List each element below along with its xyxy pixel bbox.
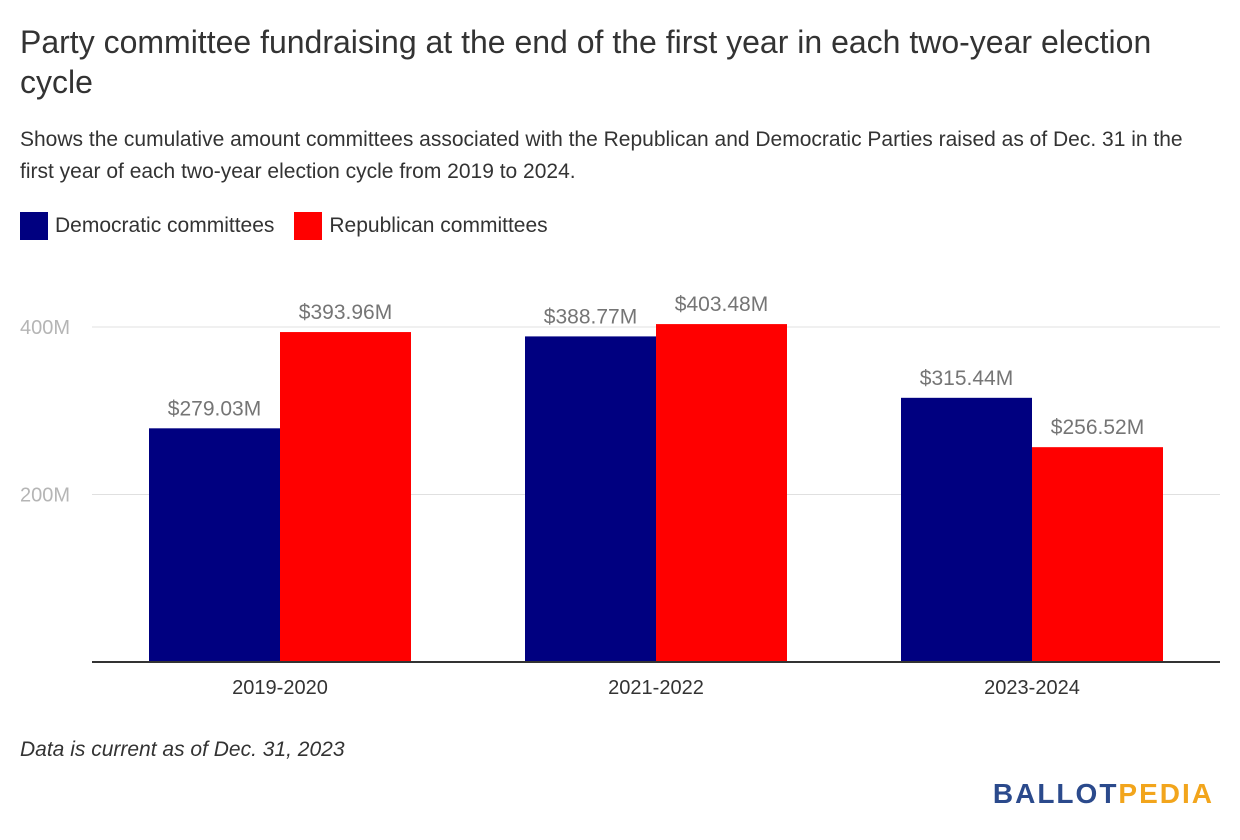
bar-republican <box>656 324 787 662</box>
bar-democratic <box>525 336 656 662</box>
legend: Democratic committees Republican committ… <box>20 212 568 240</box>
data-label: $315.44M <box>920 367 1013 390</box>
legend-swatch-republican <box>294 212 323 240</box>
legend-item-republican: Republican committees <box>294 212 548 240</box>
logo-part2: PEDIA <box>1118 778 1214 809</box>
x-tick-label: 2023-2024 <box>984 677 1080 699</box>
bar-republican <box>1032 447 1163 662</box>
chart-subtitle: Shows the cumulative amount committees a… <box>20 128 1183 183</box>
legend-item-democratic: Democratic committees <box>20 212 274 240</box>
logo-part1: BALLOT <box>992 778 1119 809</box>
ballotpedia-logo: BALLOTPEDIA <box>993 778 1214 810</box>
x-tick-label: 2019-2020 <box>232 677 328 699</box>
bar-democratic <box>149 428 280 662</box>
data-label: $403.48M <box>675 293 768 316</box>
data-label: $393.96M <box>299 301 392 324</box>
bar-democratic <box>901 397 1032 662</box>
x-tick-label: 2021-2022 <box>608 677 704 699</box>
legend-label-democratic: Democratic committees <box>55 214 275 237</box>
bar-republican <box>280 332 411 662</box>
legend-label-republican: Republican committees <box>329 214 548 237</box>
y-tick-label: 200M <box>20 485 70 507</box>
data-label: $388.77M <box>544 305 637 328</box>
chart-title: Party committee fundraising at the end o… <box>20 24 1152 100</box>
y-tick-label: 400M <box>20 317 70 339</box>
data-label: $256.52M <box>1051 416 1144 439</box>
legend-swatch-democratic <box>20 212 48 240</box>
footnote: Data is current as of Dec. 31, 2023 <box>20 738 345 761</box>
data-label: $279.03M <box>168 397 261 420</box>
